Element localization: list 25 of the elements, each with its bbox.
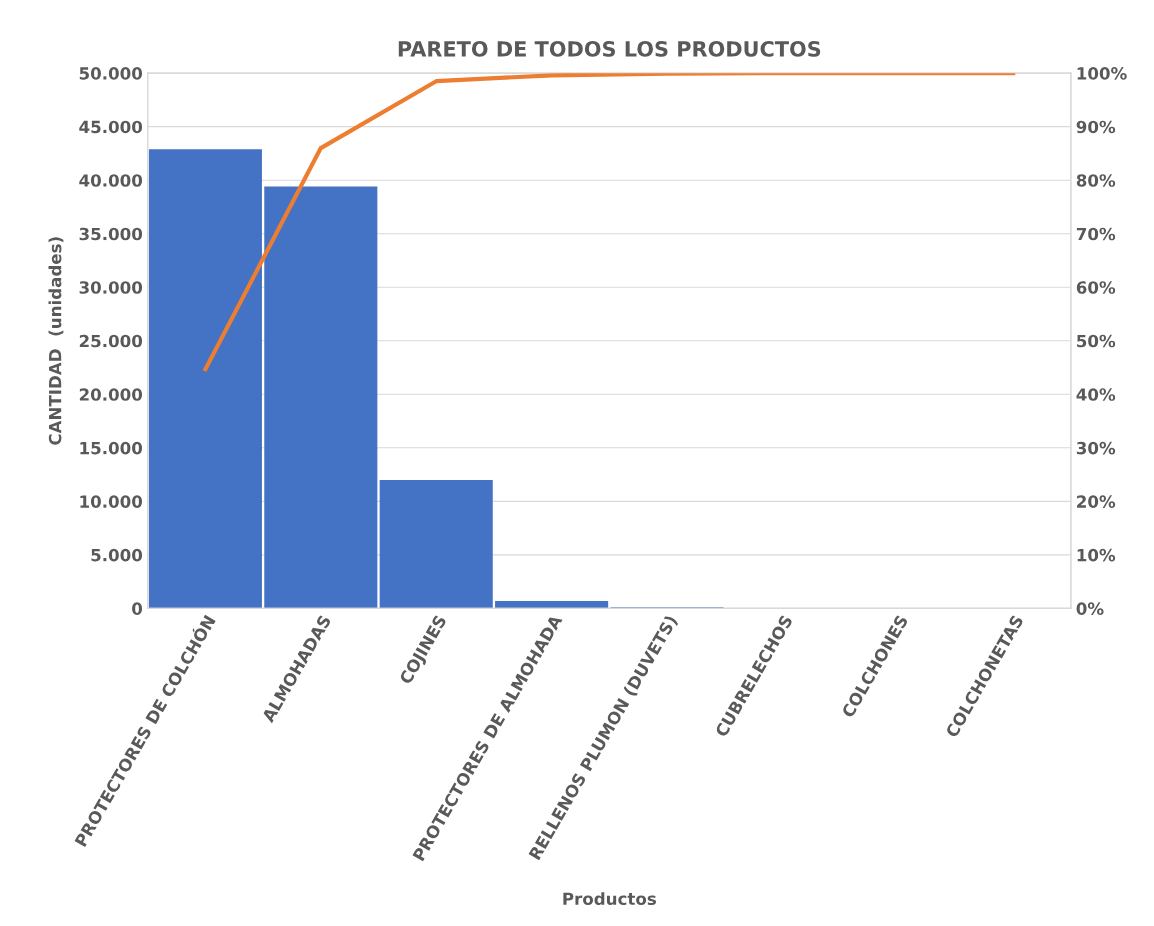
y2-tick-label: 50% xyxy=(1077,334,1116,348)
chart-title: PARETO DE TODOS LOS PRODUCTOS xyxy=(398,41,821,57)
y-axis-title: CANTIDAD (unidades) xyxy=(48,237,64,445)
y2-tick-label: 80% xyxy=(1076,174,1116,187)
y-tick-label: 45.000 xyxy=(79,120,143,134)
y2-tick-label: 40% xyxy=(1076,388,1116,401)
y2-tick-label: 0% xyxy=(1076,602,1104,615)
y-tick-label: 20.000 xyxy=(79,388,143,401)
y-tick-label: 15.000 xyxy=(80,441,143,455)
y2-tick-label: 60% xyxy=(1076,281,1116,294)
y-tick-label: 10.000 xyxy=(80,495,143,508)
y-tick-label: 5.000 xyxy=(91,548,143,562)
y2-tick-label: 20% xyxy=(1077,495,1116,508)
y-tick-label: 50.000 xyxy=(79,67,143,80)
y2-tick-label: 30% xyxy=(1076,441,1116,455)
y2-tick-label: 90% xyxy=(1076,120,1116,134)
y-tick-label: 35.000 xyxy=(79,227,143,241)
y2-tick-label: 10% xyxy=(1077,548,1116,562)
y-tick-label: 30.000 xyxy=(79,281,143,294)
y-tick-label: 0 xyxy=(132,602,143,615)
y-tick-label: 25.000 xyxy=(79,334,143,348)
y-tick-label: 40.000 xyxy=(79,174,143,187)
x-axis-title: Productos xyxy=(563,892,656,906)
y2-tick-label: 70% xyxy=(1076,227,1116,241)
y2-tick-label: 100% xyxy=(1077,67,1127,80)
